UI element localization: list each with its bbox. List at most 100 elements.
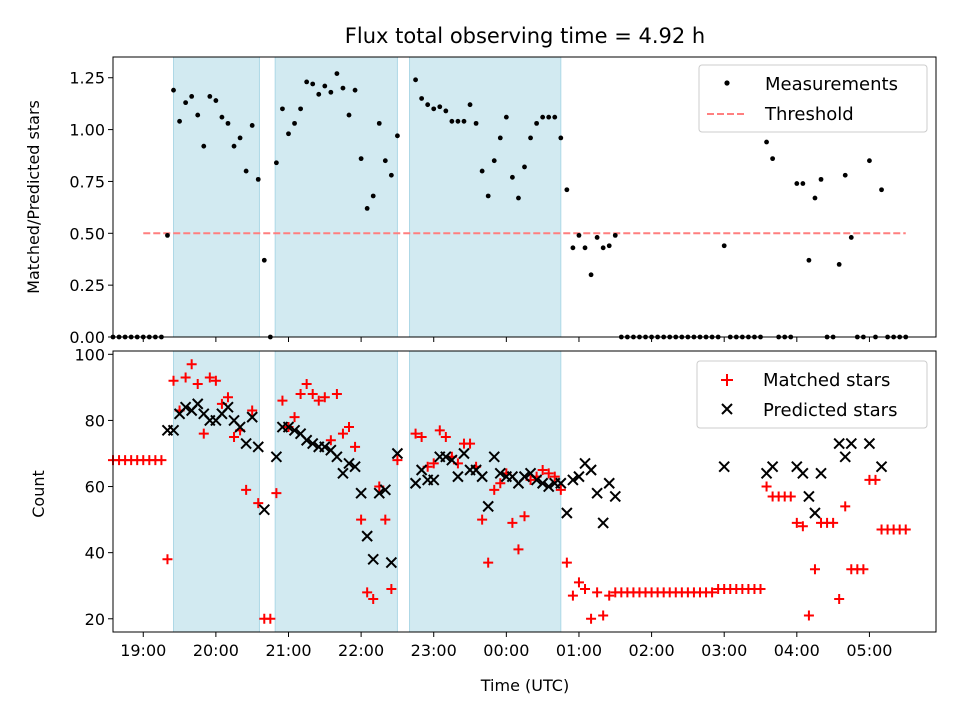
measurement-point [213, 98, 219, 103]
measurement-point [461, 118, 467, 124]
x-tick-label: 05:00 [846, 641, 892, 660]
measurement-point [449, 118, 455, 124]
matched-star-point [809, 564, 820, 575]
predicted-star-point [718, 460, 730, 473]
matched-star-point [791, 517, 802, 528]
bottom-y-axis-label: Count [29, 470, 48, 518]
measurement-point [419, 96, 425, 101]
top-legend: Measurements Threshold [698, 64, 928, 133]
matched-star-point [265, 613, 276, 624]
matched-star-point [253, 498, 264, 509]
measurement-point [600, 245, 606, 251]
measurement-point [534, 120, 540, 126]
predicted-star-point [542, 480, 555, 493]
measurement-point [612, 232, 618, 238]
legend-label-threshold: Threshold [764, 104, 854, 125]
measurement-point [431, 106, 437, 112]
predicted-star-point [258, 503, 270, 516]
matched-star-point [386, 584, 397, 595]
predicted-star-point [319, 441, 331, 453]
predicted-star-point [270, 451, 283, 463]
measurement-point [540, 114, 546, 120]
matched-star-point [331, 388, 342, 399]
predicted-star-point [246, 411, 258, 423]
predicted-star-point [530, 474, 543, 486]
x-tick-label: 03:00 [701, 641, 747, 660]
measurement-point [867, 158, 872, 164]
measurement-point [794, 181, 800, 186]
predicted-star-point [179, 401, 192, 413]
predicted-star-point [300, 434, 313, 446]
measurement-point [352, 87, 358, 93]
matched-star-point [162, 554, 173, 565]
predicted-star-point [446, 454, 458, 466]
predicted-star-point [863, 437, 876, 450]
measurement-point [721, 243, 727, 249]
measurement-point [243, 168, 249, 174]
predicted-star-point [536, 477, 549, 489]
predicted-star-points [161, 398, 888, 569]
predicted-star-point [567, 474, 579, 486]
measurement-point [443, 108, 449, 114]
legend-marker-predicted [721, 403, 733, 415]
predicted-star-point [192, 398, 204, 410]
y-tick-label: 100 [74, 345, 105, 364]
matched-star-point [507, 517, 518, 528]
measurement-point [467, 102, 473, 108]
predicted-star-point [349, 460, 361, 473]
measurement-point [225, 120, 231, 126]
matched-star-point [180, 372, 191, 383]
predicted-star-point [306, 437, 319, 450]
y-tick-label: 0.75 [69, 172, 105, 191]
x-tick-label: 00:00 [483, 641, 529, 660]
matched-star-point [586, 613, 597, 624]
top-x-axis-ticks [142, 337, 870, 342]
predicted-star-point [555, 477, 567, 489]
y-tick-label: 1.25 [69, 69, 105, 88]
measurement-point [195, 112, 201, 118]
predicted-star-point [809, 507, 821, 519]
measurement-point [261, 257, 267, 263]
matched-star-point [755, 584, 766, 595]
matched-star-point [483, 557, 494, 568]
matched-star-point [350, 441, 361, 452]
predicted-star-point [482, 500, 494, 513]
predicted-star-point [452, 470, 464, 483]
measurement-point [201, 143, 207, 149]
measurement-point [207, 94, 213, 99]
measurement-point [570, 245, 576, 251]
measurement-point [528, 135, 533, 141]
matched-star-point [543, 468, 554, 479]
measurement-point [255, 176, 261, 182]
y-tick-label: 0.00 [69, 328, 105, 347]
matched-star-point [513, 544, 524, 555]
matched-star-point [301, 379, 312, 390]
x-tick-label: 20:00 [193, 641, 239, 660]
bottom-plot-frame [112, 350, 937, 633]
matched-star-point [204, 372, 215, 383]
predicted-star-point [355, 487, 367, 499]
x-tick-label: 19:00 [120, 641, 166, 660]
matched-star-point [277, 395, 288, 406]
measurement-point [491, 158, 497, 164]
predicted-star-point [331, 451, 343, 463]
predicted-star-point [833, 437, 845, 450]
predicted-star-point [573, 470, 585, 483]
matched-star-point [368, 593, 379, 604]
measurement-point [249, 123, 255, 128]
matched-star-point [549, 471, 560, 482]
matched-star-point [313, 395, 324, 406]
matched-star-point [797, 521, 808, 532]
predicted-star-point [240, 437, 252, 450]
measurement-point [219, 114, 225, 120]
predicted-star-point [585, 464, 597, 476]
measurement-point [364, 206, 370, 211]
predicted-star-point [440, 451, 452, 463]
measurement-point [395, 133, 400, 139]
shaded-interval-3 [409, 350, 562, 633]
measurement-point [455, 118, 461, 124]
predicted-star-point [282, 421, 295, 433]
bottom-legend-box [696, 360, 928, 429]
matched-star-point [156, 455, 167, 466]
matched-star-point [380, 514, 391, 525]
